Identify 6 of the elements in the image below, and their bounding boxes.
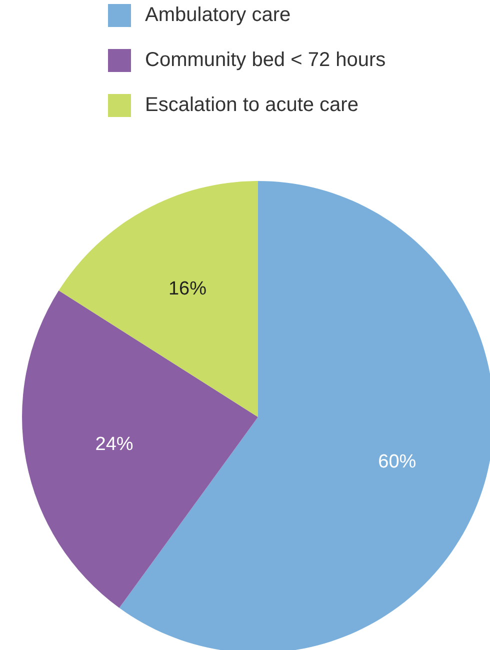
data-label: 16%: [168, 278, 207, 300]
legend-label: Ambulatory care: [145, 4, 291, 26]
legend-label: Escalation to acute care: [145, 94, 358, 116]
data-label: 24%: [95, 434, 134, 455]
legend-label: Community bed < 72 hours: [145, 48, 386, 72]
data-label: 60%: [378, 452, 416, 473]
